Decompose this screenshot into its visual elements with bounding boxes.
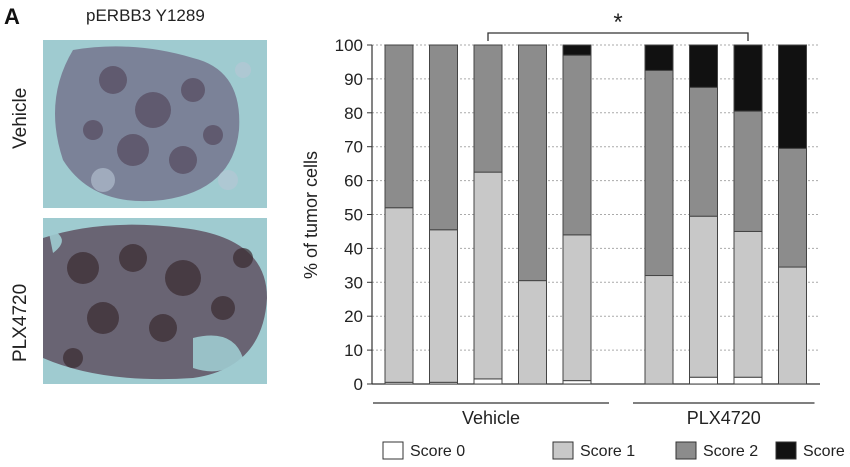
bar-segment-score-2 xyxy=(473,44,503,173)
bar-segment-score-1 xyxy=(778,266,807,385)
legend-swatch-score-1 xyxy=(552,441,574,460)
significance-marker: * xyxy=(613,9,622,36)
y-axis-label: % of tumor cells xyxy=(301,151,321,279)
bar-segment-score-2 xyxy=(644,69,674,277)
significance-bracket xyxy=(487,32,749,41)
bar-segment-score-2 xyxy=(429,44,458,231)
bar-segment-score-2 xyxy=(733,110,763,232)
bar-segment-score-3 xyxy=(733,44,763,112)
ihc-image-vehicle xyxy=(43,40,267,208)
bar-segment-score-1 xyxy=(518,280,547,385)
legend-swatch-score-2 xyxy=(675,441,697,460)
legend-label: Score 1 xyxy=(580,443,635,460)
y-tick-label: 20 xyxy=(344,307,363,326)
y-tick-label: 50 xyxy=(344,206,363,225)
y-tick-label: 60 xyxy=(344,172,363,191)
bar-segment-score-1 xyxy=(562,234,592,382)
bar-segment-score-0 xyxy=(473,378,503,385)
bar-segment-score-1 xyxy=(644,275,674,385)
legend-label: Score 0 xyxy=(410,443,465,460)
bar-segment-score-2 xyxy=(689,86,718,217)
y-tick-label: 70 xyxy=(344,138,363,157)
bar-segment-score-1 xyxy=(733,230,763,378)
bar-segment-score-0 xyxy=(689,376,718,385)
bar-segment-score-3 xyxy=(689,44,718,88)
panel-letter: A xyxy=(4,4,20,29)
legend-label: Score 3 xyxy=(803,443,850,460)
y-tick-label: 40 xyxy=(344,239,363,258)
bar-segment-score-0 xyxy=(733,376,763,385)
y-tick-label: 90 xyxy=(344,70,363,89)
ihc-image-plx4720 xyxy=(43,218,267,384)
bar-segment-score-2 xyxy=(562,54,592,236)
bar-segment-score-1 xyxy=(473,171,503,380)
image-title: pERBB3 Y1289 xyxy=(86,6,205,25)
bar-segment-score-2 xyxy=(778,147,807,268)
y-tick-label: 80 xyxy=(344,104,363,123)
y-tick-label: 10 xyxy=(344,341,363,360)
y-tick-label: 30 xyxy=(344,273,363,292)
legend-label: Score 2 xyxy=(703,443,758,460)
bar-segment-score-1 xyxy=(384,207,414,383)
bar-segment-score-3 xyxy=(778,44,807,149)
bar-segment-score-1 xyxy=(689,215,718,378)
legend-swatch-score-3 xyxy=(775,441,797,460)
bar-segment-score-1 xyxy=(429,229,458,383)
bar-segment-score-2 xyxy=(518,44,547,282)
bar-segment-score-2 xyxy=(384,44,414,209)
bar-segment-score-3 xyxy=(644,44,674,71)
bar-segment-score-3 xyxy=(562,44,592,56)
y-tick-label: 0 xyxy=(354,375,363,394)
legend-swatch-score-0 xyxy=(382,441,404,460)
group-label: Vehicle xyxy=(462,408,520,428)
group-label: PLX4720 xyxy=(687,408,761,428)
y-tick-label: 100 xyxy=(335,36,363,55)
bar-segment-score-0 xyxy=(562,380,592,385)
